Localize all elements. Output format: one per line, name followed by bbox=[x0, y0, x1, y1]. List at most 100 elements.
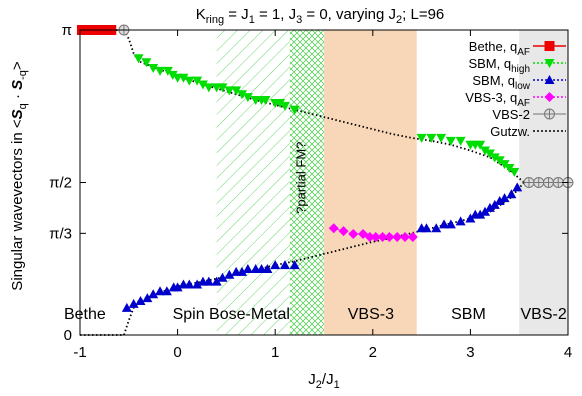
data-point bbox=[489, 153, 500, 163]
series-sbm-q-high bbox=[133, 54, 520, 177]
x-tick-label: 2 bbox=[369, 344, 377, 361]
data-point bbox=[523, 176, 535, 188]
x-axis-label: J2/J1 bbox=[308, 371, 339, 391]
legend-item: SBM, qhigh bbox=[468, 56, 566, 75]
data-point bbox=[167, 70, 178, 80]
legend-item: Bethe, qAF bbox=[469, 39, 566, 58]
data-point bbox=[224, 269, 235, 279]
data-point bbox=[494, 196, 505, 206]
data-point bbox=[499, 193, 510, 203]
legend-marker bbox=[544, 41, 555, 51]
data-point bbox=[484, 149, 495, 159]
data-point bbox=[148, 289, 159, 299]
data-point bbox=[480, 206, 491, 216]
data-point bbox=[499, 160, 510, 170]
legend-item: SBM, qlow bbox=[472, 73, 566, 92]
data-point bbox=[552, 176, 564, 188]
data-point bbox=[270, 260, 281, 270]
data-point bbox=[184, 76, 195, 86]
phase-label: VBS-3 bbox=[348, 306, 394, 323]
data-point bbox=[242, 263, 253, 273]
data-point bbox=[384, 231, 395, 242]
data-point bbox=[279, 260, 290, 270]
data-point bbox=[400, 231, 411, 242]
data-point bbox=[480, 146, 491, 156]
data-point bbox=[512, 182, 523, 192]
y-tick-label: π/2 bbox=[49, 174, 72, 191]
legend-item: VBS-2 bbox=[492, 107, 566, 122]
data-point bbox=[416, 133, 427, 143]
data-point bbox=[455, 136, 466, 146]
data-point bbox=[148, 64, 159, 74]
phase-regions bbox=[216, 30, 568, 335]
y-tick-label: π bbox=[62, 22, 72, 39]
data-point bbox=[279, 101, 290, 111]
x-tick-label: -1 bbox=[73, 344, 86, 361]
data-point bbox=[533, 176, 545, 188]
x-tick-label: 1 bbox=[271, 344, 279, 361]
gutzwiller-upper-line bbox=[79, 29, 568, 184]
region-crosshatch bbox=[289, 30, 324, 335]
data-point bbox=[197, 80, 208, 90]
legend-marker bbox=[544, 59, 555, 68]
phase-label: SBM bbox=[451, 306, 486, 323]
legend-item: Gutzw. bbox=[490, 124, 566, 139]
partial-fm-label: ?partial FM? bbox=[293, 142, 308, 214]
data-point bbox=[504, 164, 515, 174]
legend-label: Gutzw. bbox=[490, 124, 530, 139]
data-point bbox=[494, 156, 505, 166]
data-point bbox=[289, 105, 300, 115]
data-point bbox=[192, 76, 203, 86]
data-point bbox=[121, 302, 132, 312]
data-point bbox=[439, 219, 450, 229]
data-point bbox=[231, 86, 242, 96]
region-vbs3 bbox=[324, 30, 417, 335]
data-point bbox=[436, 133, 447, 143]
phase-label: VBS-2 bbox=[520, 306, 566, 323]
data-point bbox=[407, 231, 418, 242]
data-point bbox=[224, 86, 235, 96]
axis-ticks: -1 0 1 2 3 40π/3π/2π bbox=[49, 22, 572, 361]
y-tick-label: 0 bbox=[64, 327, 72, 344]
data-point bbox=[289, 260, 300, 270]
data-point bbox=[142, 293, 153, 303]
data-point bbox=[455, 216, 466, 226]
legend-item: VBS-3, qAF bbox=[465, 90, 566, 109]
data-point bbox=[237, 266, 248, 276]
data-point bbox=[328, 223, 339, 234]
data-point bbox=[128, 298, 139, 308]
data-point bbox=[262, 263, 273, 273]
data-point bbox=[275, 98, 286, 108]
legend-marker bbox=[544, 75, 555, 84]
data-point bbox=[377, 231, 388, 242]
data-point bbox=[484, 202, 495, 212]
data-point bbox=[211, 276, 222, 286]
data-point bbox=[445, 136, 456, 146]
data-point bbox=[489, 199, 500, 209]
series-vbs-3-q-af bbox=[328, 223, 418, 242]
x-tick-label: 3 bbox=[466, 344, 474, 361]
phase-label: Bethe bbox=[64, 306, 106, 323]
data-point bbox=[260, 96, 271, 106]
chart-title: Kring = J1 = 1, J3 = 0, varying J2; L=96 bbox=[196, 6, 445, 26]
data-point bbox=[184, 279, 195, 289]
legend-label: Bethe, qAF bbox=[469, 39, 530, 58]
x-tick-label: 0 bbox=[173, 344, 181, 361]
data-point bbox=[509, 167, 520, 177]
phase-label: Spin Bose-Metal bbox=[173, 306, 290, 323]
legend-marker bbox=[544, 108, 555, 120]
data-point bbox=[506, 189, 517, 199]
data-point bbox=[465, 213, 476, 223]
y-tick-label: π/3 bbox=[49, 225, 72, 242]
legend-label: SBM, qlow bbox=[472, 73, 530, 92]
legend-label: VBS-2 bbox=[492, 107, 530, 122]
data-point bbox=[203, 276, 214, 286]
data-point bbox=[135, 296, 146, 306]
data-point bbox=[542, 176, 554, 188]
data-point bbox=[421, 223, 432, 233]
series-sbm-q-low bbox=[121, 182, 523, 312]
data-point bbox=[475, 140, 486, 150]
data-point bbox=[178, 73, 189, 83]
